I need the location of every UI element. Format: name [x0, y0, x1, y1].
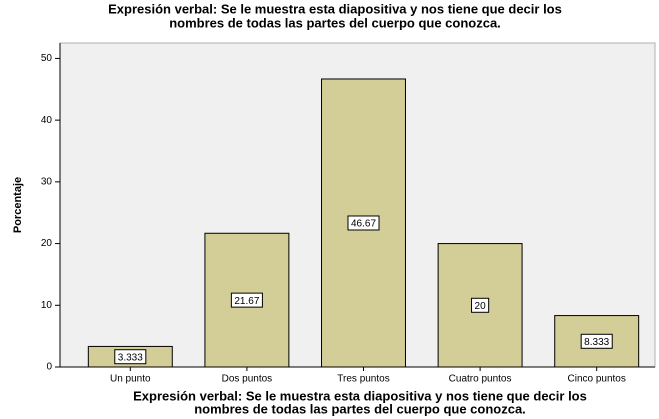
value-label: 3.333 [118, 352, 143, 363]
x-tick-label: Cuatro puntos [449, 374, 512, 385]
x-axis-title: Expresión verbal: Se le muestra esta dia… [133, 388, 587, 403]
value-label-box [580, 333, 613, 349]
x-tick-label: Dos puntos [222, 374, 273, 385]
y-tick-label: 40 [41, 115, 53, 126]
value-label: 20 [475, 301, 487, 312]
y-tick-label: 0 [46, 362, 52, 373]
y-tick-label: 10 [41, 300, 53, 311]
value-label-box [471, 297, 490, 313]
value-label-box [114, 349, 147, 365]
y-tick-label: 30 [41, 176, 53, 187]
chart-title: nombres de todas las partes del cuerpo q… [169, 15, 501, 30]
y-axis-title: Porcentaje [12, 177, 24, 233]
y-tick-label: 20 [41, 238, 53, 249]
x-axis-title: nombres de todas las partes del cuerpo q… [194, 401, 526, 416]
x-tick-label: Un punto [110, 374, 151, 385]
value-label: 21.67 [234, 296, 259, 307]
y-tick-label: 50 [41, 53, 53, 64]
x-tick-label: Cinco puntos [568, 374, 626, 385]
value-label-box [347, 215, 380, 231]
chart-title: Expresión verbal: Se le muestra esta dia… [108, 1, 562, 16]
value-label-box [230, 292, 263, 308]
value-label: 46.67 [351, 219, 376, 230]
x-tick-label: Tres puntos [337, 374, 389, 385]
value-label: 8.333 [584, 337, 609, 348]
